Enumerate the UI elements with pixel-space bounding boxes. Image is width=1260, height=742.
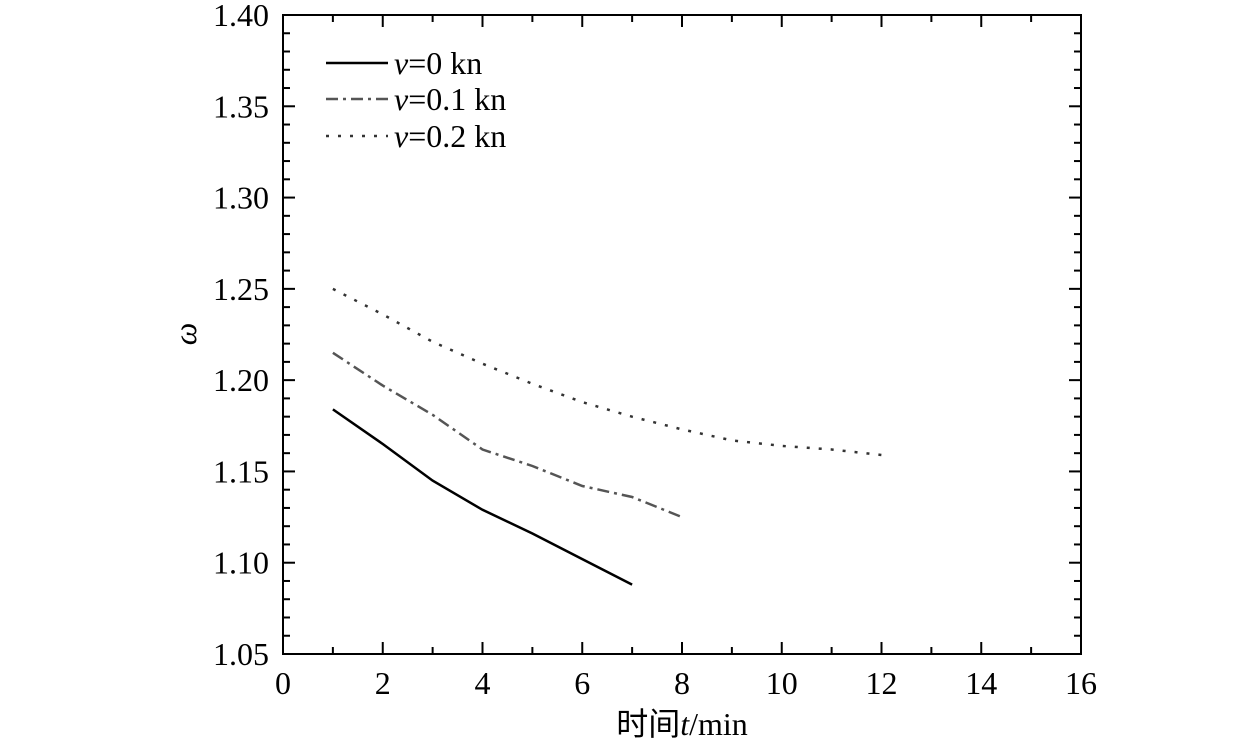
legend-label-v0: v=0 kn bbox=[394, 45, 482, 81]
axis-ticks bbox=[282, 14, 1082, 655]
series-line-0 bbox=[332, 408, 633, 586]
x-tick-label: 10 bbox=[766, 665, 798, 701]
x-tick-label: 4 bbox=[475, 665, 491, 701]
legend-label-v01: v=0.1 kn bbox=[394, 81, 506, 117]
x-tick-label: 8 bbox=[674, 665, 690, 701]
y-tick-label: 1.05 bbox=[213, 636, 269, 672]
x-axis-title-var: t bbox=[680, 706, 690, 742]
x-tick-label: 16 bbox=[1065, 665, 1097, 701]
x-tick-label: 2 bbox=[375, 665, 391, 701]
y-tick-label: 1.30 bbox=[213, 180, 269, 216]
x-axis-title-unit: /min bbox=[689, 706, 748, 742]
y-tick-label: 1.20 bbox=[213, 362, 269, 398]
y-tick-label: 1.40 bbox=[213, 0, 269, 33]
x-tick-label: 14 bbox=[965, 665, 997, 701]
x-axis-title: 时间t/min bbox=[616, 706, 748, 742]
tick-labels: 0 2 4 6 8 10 12 14 16 1.05 1.10 1.15 1.20 1.25 1.30 1.3… bbox=[213, 0, 1097, 701]
legend: v=0 kn v=0.1 kn v=0.2 kn bbox=[326, 45, 506, 154]
series-lines bbox=[332, 287, 882, 586]
x-tick-label: 12 bbox=[866, 665, 898, 701]
x-tick-label: 6 bbox=[574, 665, 590, 701]
y-tick-label: 1.35 bbox=[213, 88, 269, 124]
y-tick-label: 1.15 bbox=[213, 453, 269, 489]
y-tick-label: 1.10 bbox=[213, 545, 269, 581]
y-tick-label: 1.25 bbox=[213, 271, 269, 307]
series-line-2 bbox=[332, 287, 882, 457]
legend-label-v02: v=0.2 kn bbox=[394, 118, 506, 154]
series-line-1 bbox=[332, 351, 683, 519]
y-axis-title: ω bbox=[167, 323, 203, 346]
x-axis-title-prefix: 时间 bbox=[616, 706, 680, 742]
x-tick-label: 0 bbox=[275, 665, 291, 701]
